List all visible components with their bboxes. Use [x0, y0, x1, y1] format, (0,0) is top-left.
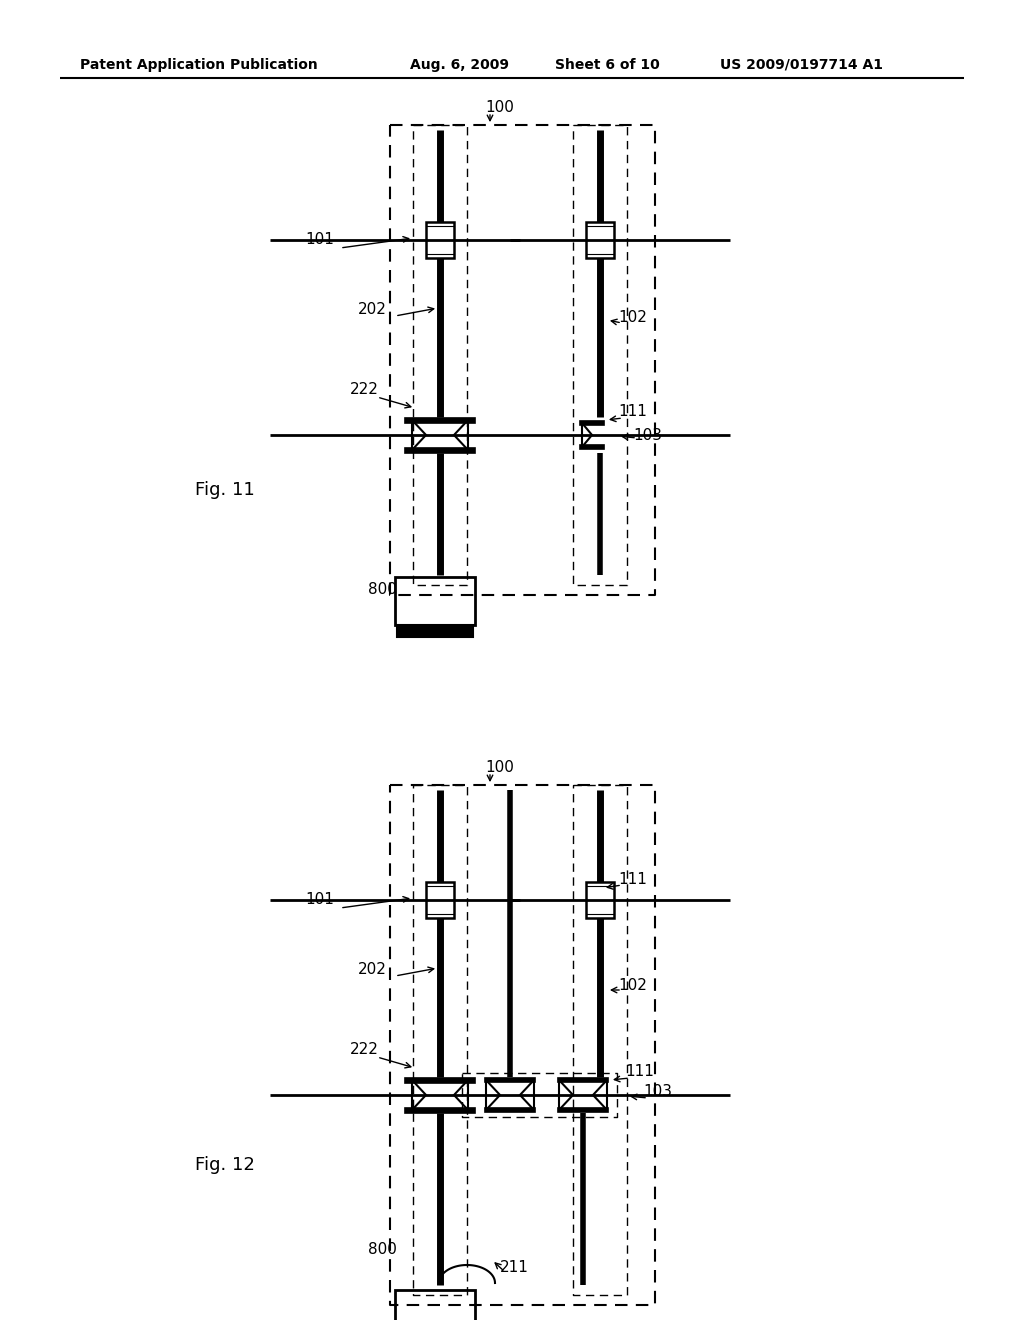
Bar [406, 1078, 475, 1082]
Polygon shape [412, 1080, 426, 1110]
Text: 101: 101 [305, 232, 334, 248]
Text: 111: 111 [618, 873, 647, 887]
Text: 103: 103 [633, 428, 662, 442]
Text: 111: 111 [618, 404, 647, 420]
Bar [586, 222, 614, 257]
Bar [406, 447, 475, 453]
Text: 800: 800 [368, 582, 397, 598]
Text: 111: 111 [625, 1064, 654, 1080]
Text: 222: 222 [350, 1043, 379, 1057]
Polygon shape [582, 422, 592, 447]
Text: 202: 202 [358, 302, 387, 318]
Bar [426, 222, 454, 257]
Text: 100: 100 [485, 100, 514, 116]
Text: Fig. 12: Fig. 12 [195, 1156, 255, 1173]
Text: 102: 102 [618, 978, 647, 993]
Bar [406, 1107, 475, 1113]
Bar [580, 421, 604, 425]
Text: 222: 222 [350, 383, 379, 397]
Polygon shape [454, 420, 468, 450]
Text: 211: 211 [500, 1261, 528, 1275]
Text: 100: 100 [485, 760, 514, 776]
Polygon shape [559, 1080, 573, 1110]
Bar [558, 1078, 608, 1082]
Bar [406, 418, 475, 422]
Polygon shape [412, 420, 426, 450]
Bar [586, 882, 614, 917]
Text: Patent Application Publication: Patent Application Publication [80, 58, 317, 73]
Text: Aug. 6, 2009: Aug. 6, 2009 [410, 58, 509, 73]
Bar [426, 882, 454, 917]
Polygon shape [454, 1080, 468, 1110]
Bar [558, 1107, 608, 1111]
Bar [395, 1290, 475, 1320]
Text: 202: 202 [358, 962, 387, 978]
Text: 102: 102 [618, 310, 647, 326]
Text: Sheet 6 of 10: Sheet 6 of 10 [555, 58, 659, 73]
Bar [485, 1107, 535, 1111]
Bar [580, 445, 604, 449]
Text: 101: 101 [305, 892, 334, 908]
Text: Fig. 11: Fig. 11 [195, 480, 255, 499]
Polygon shape [486, 1080, 500, 1110]
Text: US 2009/0197714 A1: US 2009/0197714 A1 [720, 58, 883, 73]
Text: 800: 800 [368, 1242, 397, 1258]
Bar [395, 577, 475, 624]
Bar [485, 1078, 535, 1082]
Polygon shape [520, 1080, 534, 1110]
Polygon shape [593, 1080, 607, 1110]
Text: 103: 103 [643, 1085, 672, 1100]
Bar [397, 624, 473, 638]
